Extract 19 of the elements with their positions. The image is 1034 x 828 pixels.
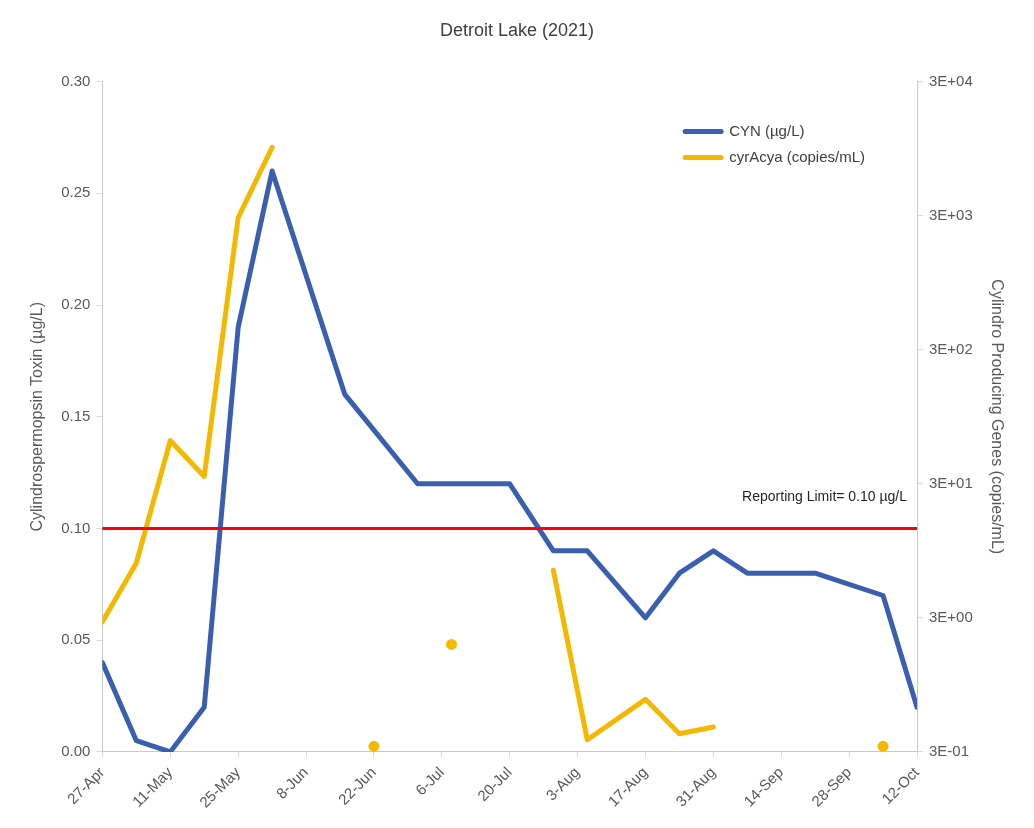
y-axis-title: Cylindrospermopsin Toxin (µg/L) bbox=[28, 302, 46, 532]
y-tick-label: 0.15 bbox=[61, 406, 91, 424]
y2-tick-label: 3E+00 bbox=[929, 607, 973, 625]
y2-tick-label: 3E-01 bbox=[929, 742, 970, 760]
y2-tick-label: 3E+04 bbox=[929, 71, 973, 89]
chart-title: Detroit Lake (2021) bbox=[439, 19, 595, 40]
y-tick-label: 0.30 bbox=[61, 71, 91, 89]
y2-tick-label: 3E+02 bbox=[929, 339, 973, 357]
y2-tick-label: 3E+03 bbox=[929, 205, 973, 223]
ref-line-label: Reporting Limit= 0.10 µg/L bbox=[742, 488, 908, 505]
legend-label: cyrAcya (copies/mL) bbox=[729, 147, 866, 165]
y2-tick-label: 3E+01 bbox=[929, 473, 973, 491]
y-tick-label: 0.25 bbox=[61, 183, 91, 201]
y-tick-label: 0.20 bbox=[61, 295, 91, 313]
y2-axis-title: Cylindro Producing Genes (copies/mL) bbox=[988, 279, 1006, 555]
y-tick-label: 0.00 bbox=[61, 742, 91, 760]
y-tick-label: 0.05 bbox=[61, 630, 91, 648]
y-tick-label: 0.10 bbox=[61, 518, 91, 536]
legend-label: CYN (µg/L) bbox=[729, 121, 805, 139]
